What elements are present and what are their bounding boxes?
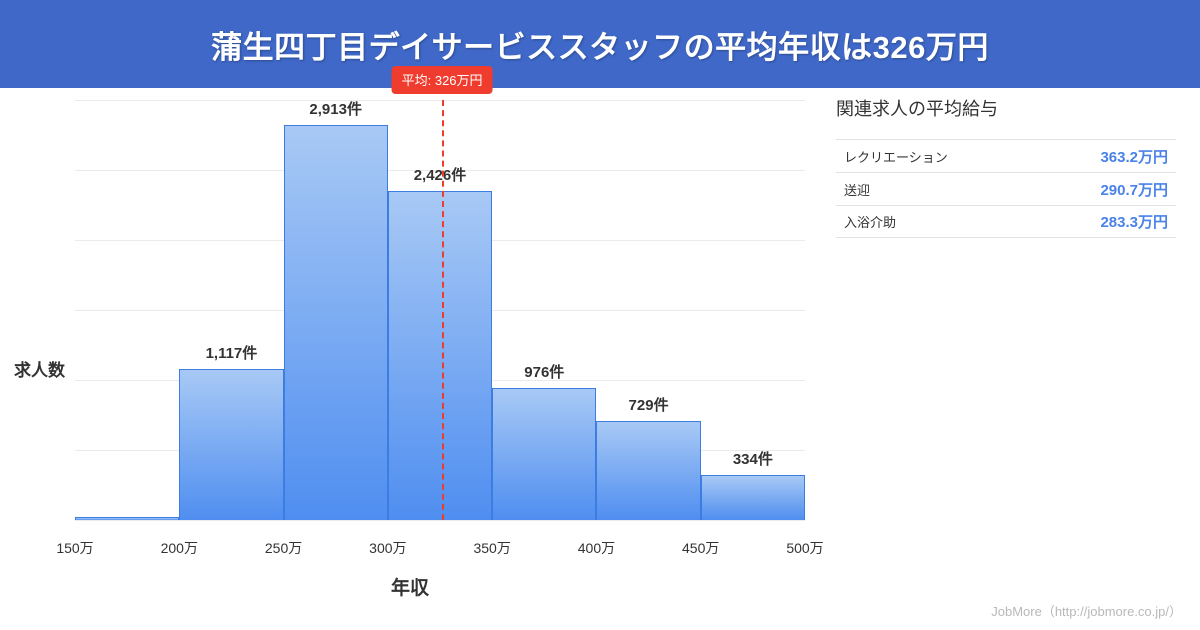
salary-row-value: 283.3万円 (1100, 214, 1168, 231)
bar-value-label: 2,913件 (309, 101, 362, 119)
salary-row-label: 送迎 (844, 182, 871, 198)
x-tick-label: 200万 (160, 540, 198, 556)
x-axis-label: 年収 (390, 578, 429, 599)
x-tick-label: 350万 (473, 540, 511, 556)
salary-row-value: 363.2万円 (1100, 148, 1168, 166)
salary-row-label: レクリエーション (844, 149, 948, 165)
plot-area: 1,117件 2,913件 2,426件 976件 729件 334件 150万 200万 2… (56, 66, 824, 556)
bar (596, 421, 701, 520)
footer-credit: JobMore（http://jobmore.co.jp/） (991, 604, 1182, 619)
bar (492, 387, 597, 520)
gridline (75, 170, 805, 171)
bar (283, 125, 388, 520)
bar (387, 191, 493, 520)
average-badge: 平均: 326万円 (391, 66, 493, 94)
side-panel-title: 関連求人の平均給与 (836, 99, 998, 119)
bar-value-label: 1,117件 (205, 344, 258, 362)
bar-value-label: 729件 (628, 397, 669, 415)
gridline (75, 520, 805, 521)
salary-row: 入浴介助 283.3万円 (836, 205, 1176, 238)
x-tick-label: 150万 (56, 540, 94, 556)
salary-row-value: 290.7万円 (1100, 181, 1168, 199)
salary-row: レクリエーション 363.2万円 (836, 139, 1176, 172)
bar-value-label: 2,426件 (413, 167, 467, 185)
y-axis-label: 求人数 (14, 361, 65, 380)
bar-value-label: 334件 (732, 450, 773, 468)
x-tick-label: 400万 (577, 540, 616, 556)
x-tick-label: 500万 (786, 540, 824, 556)
chart-panel: 求人数 1,117件 2,913件 2,426件 976件 729件 334件 150万 2… (0, 66, 824, 630)
bar (179, 368, 284, 520)
bar (700, 474, 805, 520)
gridline (75, 100, 805, 101)
side-panel: 関連求人の平均給与 レクリエーション 363.2万円送迎 290.7万円入浴介助 28… (836, 95, 1176, 238)
bar-value-label: 976件 (524, 363, 565, 381)
side-panel-rows: レクリエーション 363.2万円送迎 290.7万円入浴介助 283.3万円 (836, 139, 1176, 238)
salary-row: 送迎 290.7万円 (836, 172, 1176, 205)
bar (75, 517, 180, 520)
x-tick-label: 250万 (264, 540, 303, 556)
x-tick-label: 300万 (369, 540, 407, 556)
salary-row-label: 入浴介助 (844, 215, 897, 230)
header-banner: 蒲生四丁目デイサービススタッフの平均年収は326万円 (0, 0, 1200, 88)
average-line (442, 100, 445, 520)
x-tick-label: 450万 (682, 540, 720, 556)
page-title: 蒲生四丁目デイサービススタッフの平均年収は326万円 (211, 29, 989, 65)
